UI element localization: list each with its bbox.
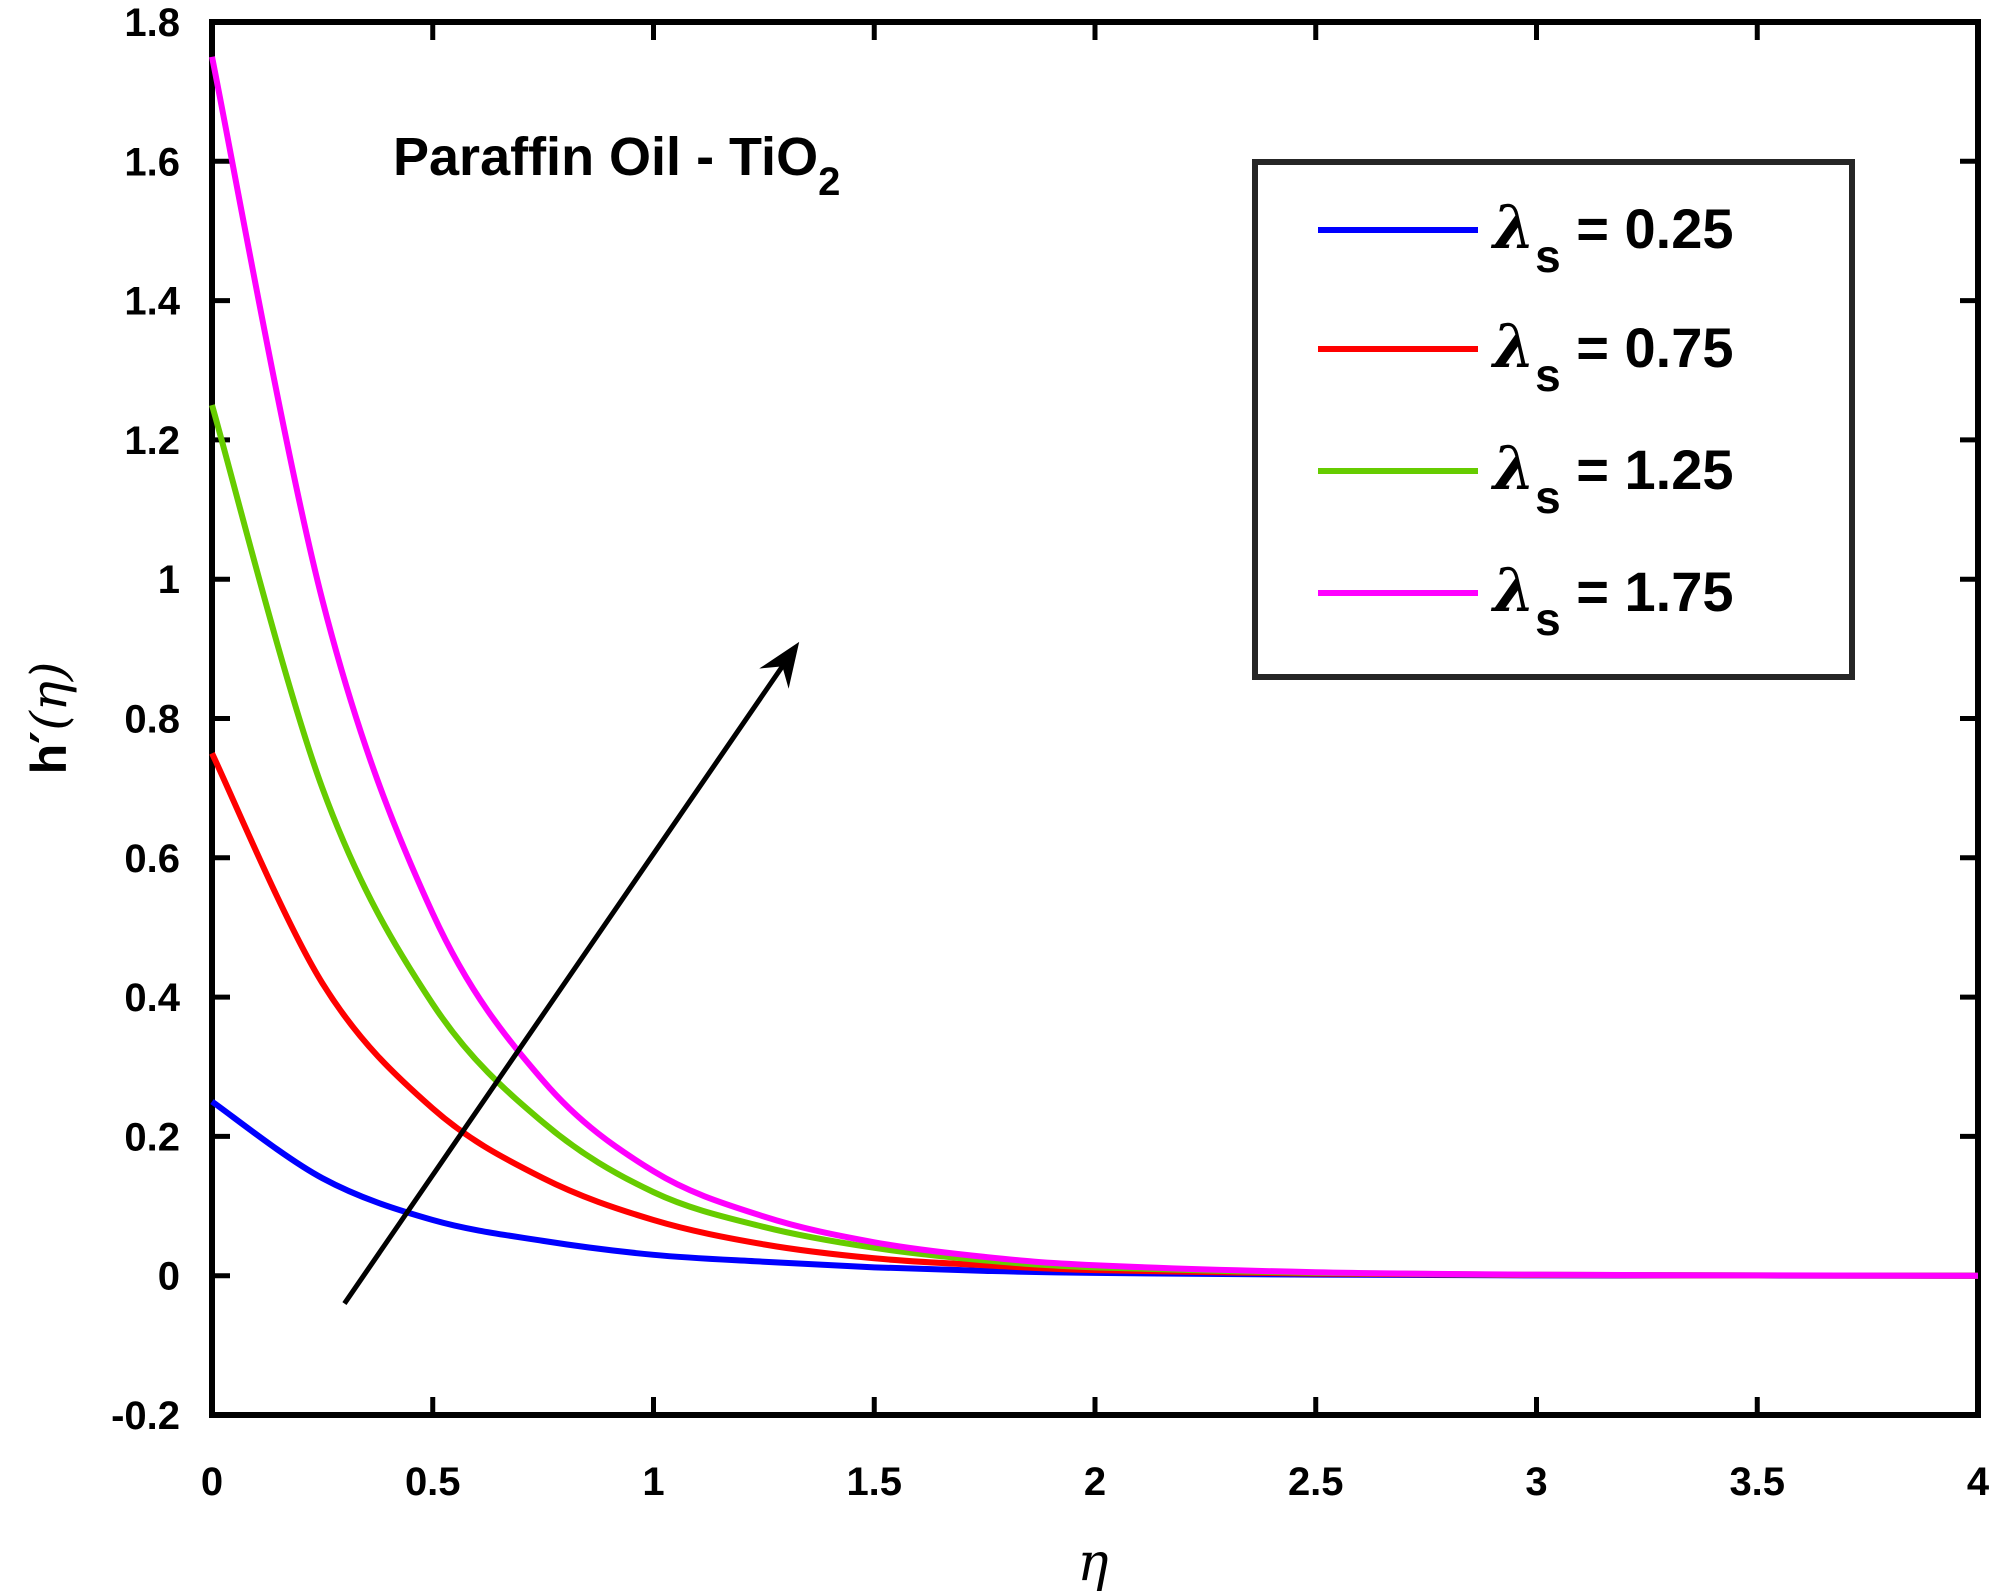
legend-label: λs = 0.75 <box>1490 312 1733 401</box>
y-tick-label: 0.4 <box>124 976 180 1020</box>
annotation-text: Paraffin Oil - TiO <box>393 127 818 187</box>
legend-label: λs = 1.25 <box>1490 434 1733 523</box>
y-tick-label: 1.8 <box>124 1 180 45</box>
legend-label: λs = 0.25 <box>1490 193 1733 282</box>
y-tick-label: 1.2 <box>124 419 180 463</box>
legend-value: = 1.25 <box>1561 438 1734 501</box>
y-tick-label: -0.2 <box>111 1394 180 1438</box>
series-line-4 <box>209 56 1979 1279</box>
legend-item: λs = 0.75 <box>1318 312 1733 401</box>
legend-value: = 0.25 <box>1561 197 1734 260</box>
legend-symbol: λ <box>1490 556 1535 626</box>
y-tick-label: 0.6 <box>124 837 180 881</box>
x-tick-label: 4 <box>1967 1460 1990 1504</box>
legend-item: λs = 1.25 <box>1318 434 1733 523</box>
x-tick-label: 3 <box>1525 1460 1547 1504</box>
y-axis-label: h′(η) <box>19 662 78 775</box>
y-axis-label-prime: ′ <box>19 731 78 744</box>
legend-value: = 1.75 <box>1561 560 1734 623</box>
y-tick-label: 0.8 <box>124 698 180 742</box>
legend-label: λs = 1.75 <box>1490 556 1733 645</box>
y-tick-label: 0 <box>158 1255 180 1299</box>
x-tick-label: 2.5 <box>1288 1460 1344 1504</box>
x-tick-label: 2 <box>1084 1460 1106 1504</box>
legend-value: = 0.75 <box>1561 316 1734 379</box>
x-axis-label: η <box>1077 1533 1108 1593</box>
trend-arrow <box>342 641 800 1305</box>
x-tick-label: 1.5 <box>846 1460 902 1504</box>
legend-symbol: λ <box>1490 312 1535 382</box>
annotation-label: Paraffin Oil - TiO2 <box>393 127 840 204</box>
y-tick-label: 1 <box>158 558 180 602</box>
x-tick-label: 3.5 <box>1729 1460 1785 1504</box>
legend-symbol: λ <box>1490 434 1535 504</box>
legend-subscript: s <box>1535 593 1561 645</box>
arrow-shaft <box>342 656 790 1305</box>
x-tick-label: 0.5 <box>405 1460 461 1504</box>
legend-symbol: λ <box>1490 193 1535 263</box>
arrow-head <box>759 641 800 689</box>
x-tick-label: 0 <box>201 1460 223 1504</box>
legend-item: λs = 0.25 <box>1318 193 1733 282</box>
y-axis-label-arg: (η) <box>20 662 78 731</box>
y-tick-label: 0.2 <box>124 1115 180 1159</box>
legend-item: λs = 1.75 <box>1318 556 1733 645</box>
annotation-subscript: 2 <box>818 160 840 204</box>
legend-subscript: s <box>1535 349 1561 401</box>
y-tick-label: 1.6 <box>124 140 180 184</box>
legend-subscript: s <box>1535 230 1561 282</box>
y-axis-label-base: h <box>21 744 77 775</box>
tick-group: 0 0.5 1 1.5 2 2.5 3 3.5 4 -0.2 0 0.2 0.4 0.6 0.8 1 1.2 1.… <box>111 1 1990 1504</box>
series-group <box>209 56 1979 1279</box>
x-tick-label: 1 <box>642 1460 664 1504</box>
y-tick-label: 1.4 <box>124 280 180 324</box>
legend-subscript: s <box>1535 471 1561 523</box>
